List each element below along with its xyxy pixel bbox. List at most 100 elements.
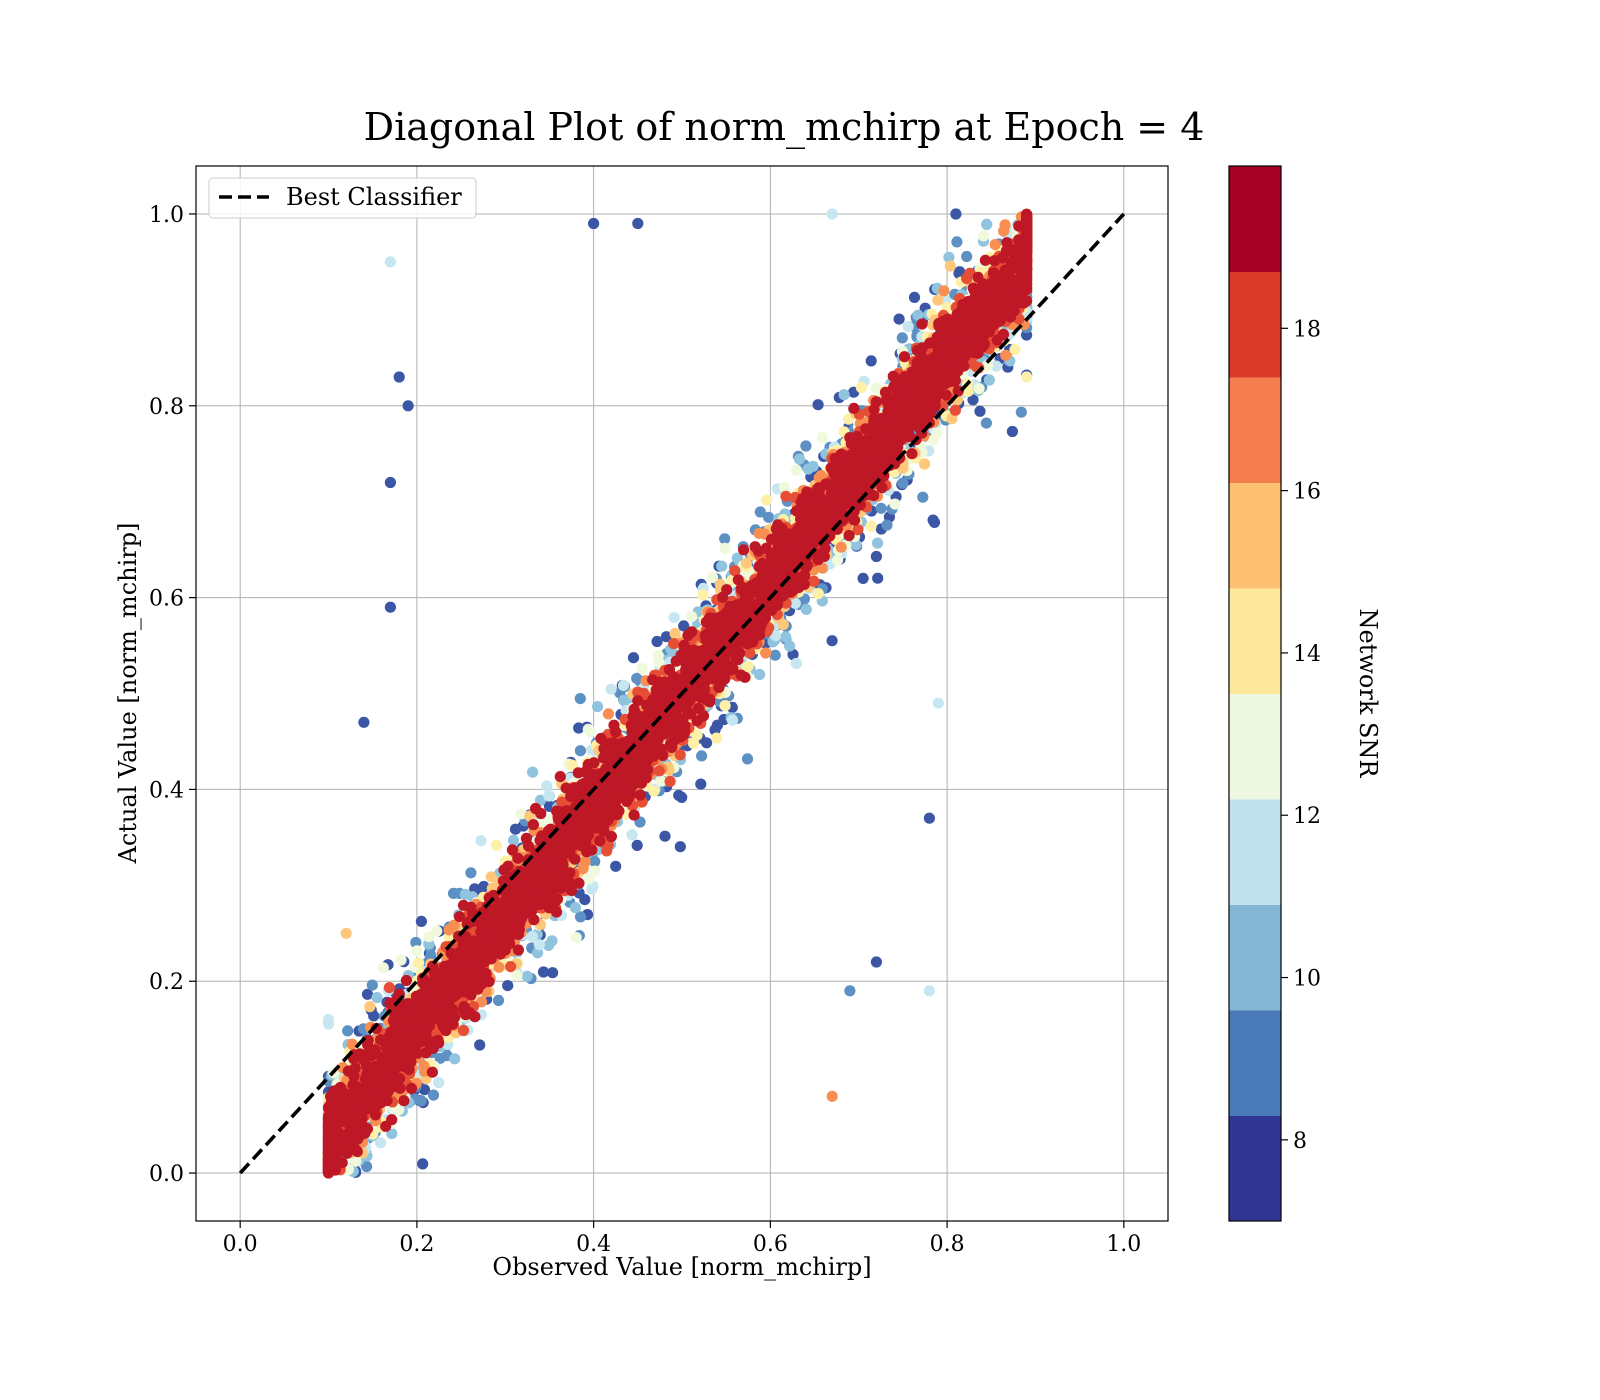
scatter-point bbox=[706, 571, 719, 584]
scatter-point bbox=[526, 930, 538, 943]
scatter-point bbox=[342, 1025, 354, 1037]
scatter-point bbox=[943, 251, 955, 263]
scatter-point bbox=[852, 524, 864, 536]
scatter-point bbox=[384, 256, 396, 268]
scatter-point bbox=[760, 647, 772, 659]
scatter-point bbox=[872, 537, 884, 549]
scatter-point bbox=[492, 994, 505, 1007]
scatter-point bbox=[760, 494, 773, 506]
scatter-point bbox=[784, 640, 796, 652]
scatter-point bbox=[632, 217, 644, 230]
scatter-point bbox=[973, 383, 985, 395]
scatter-point bbox=[502, 980, 514, 992]
scatter-point bbox=[668, 612, 680, 624]
scatter-point bbox=[474, 1039, 486, 1051]
scatter-point bbox=[361, 988, 374, 1000]
scatter-point bbox=[815, 470, 827, 482]
scatter-point bbox=[826, 1090, 838, 1102]
scatter-point bbox=[791, 464, 803, 476]
scatter-point bbox=[533, 939, 546, 951]
scatter-point bbox=[981, 218, 993, 230]
scatter-point bbox=[626, 829, 638, 841]
scatter-point bbox=[465, 867, 477, 879]
scatter-point bbox=[534, 794, 547, 806]
scatter-point bbox=[949, 404, 962, 416]
scatter-point bbox=[410, 936, 422, 949]
scatter-point bbox=[395, 954, 407, 966]
scatter-point bbox=[511, 970, 523, 982]
scatter-point bbox=[865, 520, 877, 532]
scatter-point bbox=[719, 533, 731, 545]
scatter-point bbox=[927, 514, 939, 526]
scatter-point bbox=[541, 780, 553, 792]
scatter-point bbox=[493, 961, 505, 973]
scatter-point bbox=[350, 1155, 362, 1167]
scatter-point bbox=[358, 716, 370, 728]
chart-title: Diagonal Plot of norm_mchirp at Epoch = … bbox=[364, 105, 1205, 150]
scatter-point bbox=[569, 902, 582, 914]
scatter-point bbox=[950, 208, 962, 220]
scatter-point bbox=[427, 1089, 440, 1101]
scatter-point bbox=[800, 603, 812, 616]
scatter-point bbox=[659, 830, 671, 842]
scatter-point bbox=[542, 939, 555, 952]
scatter-point bbox=[588, 217, 600, 230]
scatter-point bbox=[1021, 371, 1033, 383]
scatter-point bbox=[651, 635, 663, 648]
scatter-point bbox=[579, 855, 591, 867]
scatter-point bbox=[570, 932, 582, 944]
scatter-point bbox=[701, 737, 713, 749]
scatter-point bbox=[711, 732, 723, 744]
scatter-point bbox=[961, 250, 973, 263]
scatter-point bbox=[485, 871, 497, 883]
scatter-point bbox=[393, 371, 405, 383]
scatter-point bbox=[981, 359, 994, 372]
scatter-point bbox=[384, 476, 396, 489]
scatter-point bbox=[433, 1076, 445, 1089]
scatter-point bbox=[449, 1053, 461, 1065]
scatter-point bbox=[741, 753, 754, 765]
scatter-point bbox=[870, 956, 883, 968]
scatter-point bbox=[983, 374, 995, 386]
scatter-point bbox=[574, 745, 587, 757]
scatter-point bbox=[902, 320, 914, 333]
scatter-point bbox=[696, 750, 708, 762]
scatter-point bbox=[669, 627, 681, 640]
scatter-point bbox=[589, 865, 601, 877]
scatter-point bbox=[573, 722, 585, 734]
scatter-point bbox=[617, 679, 630, 692]
scatter-point bbox=[618, 694, 630, 706]
scatter-point bbox=[865, 355, 877, 367]
scatter-point bbox=[371, 992, 383, 1004]
scatter-point bbox=[835, 541, 847, 553]
scatter-point bbox=[893, 313, 905, 325]
scatter-point bbox=[375, 1137, 387, 1149]
scatter-point bbox=[779, 481, 791, 494]
scatter-point bbox=[787, 648, 799, 661]
scatter-point bbox=[946, 413, 958, 425]
scatter-point bbox=[716, 560, 728, 572]
scatter-point bbox=[631, 839, 643, 852]
scatter-point bbox=[831, 554, 844, 566]
scatter-point bbox=[838, 389, 850, 401]
scatter-point bbox=[411, 945, 423, 957]
scatter-point bbox=[695, 778, 707, 790]
scatter-point bbox=[346, 1038, 358, 1050]
scatter-point bbox=[547, 967, 559, 979]
scatter-point bbox=[923, 812, 936, 824]
scatter-point bbox=[368, 1010, 380, 1022]
scatter-point bbox=[826, 208, 838, 220]
scatter-point bbox=[816, 562, 828, 574]
scatter-point bbox=[980, 417, 993, 429]
scatter-point bbox=[366, 979, 378, 991]
scatter-points bbox=[322, 208, 1033, 1179]
scatter-point bbox=[896, 332, 908, 344]
scatter-point bbox=[361, 1160, 373, 1173]
scatter-point bbox=[322, 1014, 335, 1026]
scatter-point bbox=[417, 1158, 429, 1170]
scatter-point bbox=[897, 477, 909, 489]
scatter-point bbox=[944, 260, 956, 272]
scatter-point bbox=[875, 502, 887, 514]
scatter-point bbox=[602, 708, 615, 720]
scatter-point bbox=[413, 957, 425, 969]
